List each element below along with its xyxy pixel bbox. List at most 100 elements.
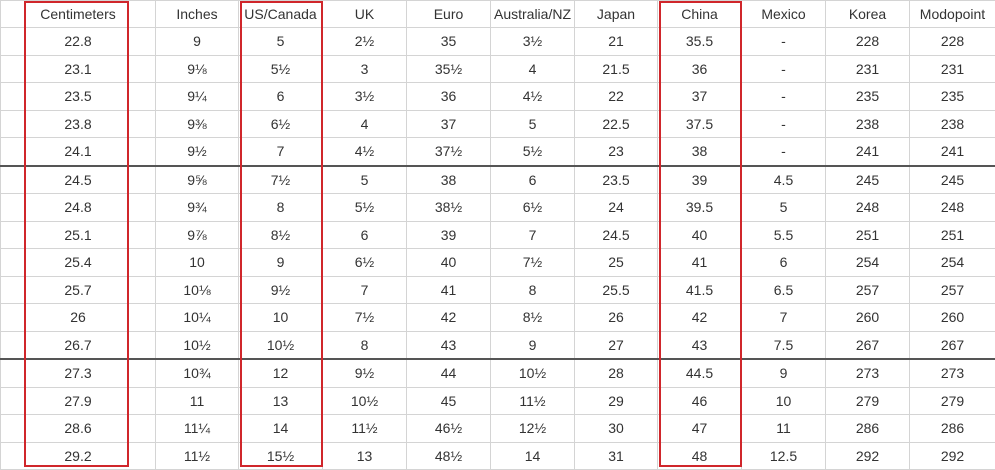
table-cell: 37: [407, 110, 491, 138]
table-cell: 8: [491, 276, 575, 304]
table-cell: 31: [575, 442, 658, 470]
table-cell: 228: [826, 28, 910, 56]
table-cell: 267: [826, 331, 910, 359]
table-cell: 9: [156, 28, 239, 56]
table-cell: 9: [742, 359, 826, 387]
table-cell: -: [742, 28, 826, 56]
table-cell: 8: [239, 194, 323, 222]
table-cell: 12.5: [742, 442, 826, 470]
table-cell: 9½: [323, 359, 407, 387]
table-cell: 47: [658, 415, 742, 443]
header-cell: Modopoint: [910, 1, 995, 28]
table-cell: 228: [910, 28, 995, 56]
table-cell: 10½: [323, 387, 407, 415]
table-cell: 6.5: [742, 276, 826, 304]
table-cell: 2½: [323, 28, 407, 56]
table-cell: 46½: [407, 415, 491, 443]
table-cell: 235: [826, 83, 910, 111]
table-cell: 41: [658, 249, 742, 277]
table-cell: 39.5: [658, 194, 742, 222]
table-cell: 235: [910, 83, 995, 111]
table-cell: 254: [826, 249, 910, 277]
table-cell: 10½: [491, 359, 575, 387]
table-cell: 24.1: [1, 138, 156, 166]
table-cell: 9: [239, 249, 323, 277]
table-cell: 22: [575, 83, 658, 111]
table-cell: 6½: [491, 194, 575, 222]
table-cell: 30: [575, 415, 658, 443]
table-cell: 273: [826, 359, 910, 387]
table-cell: 8½: [239, 221, 323, 249]
table-cell: 4: [491, 55, 575, 83]
header-cell: UK: [323, 1, 407, 28]
header-cell: Australia/NZ: [491, 1, 575, 28]
table-cell: 41.5: [658, 276, 742, 304]
table-cell: -: [742, 55, 826, 83]
table-cell: 5½: [491, 138, 575, 166]
table-cell: 279: [826, 387, 910, 415]
header-cell: Euro: [407, 1, 491, 28]
table-cell: 24.5: [575, 221, 658, 249]
table-cell: 35½: [407, 55, 491, 83]
table-cell: 5: [491, 110, 575, 138]
header-cell: China: [658, 1, 742, 28]
table-cell: 4: [323, 110, 407, 138]
table-cell: 241: [910, 138, 995, 166]
table-cell: 25.5: [575, 276, 658, 304]
table-cell: 13: [239, 387, 323, 415]
table-cell: 22.8: [1, 28, 156, 56]
table-cell: 292: [910, 442, 995, 470]
table-cell: 23.1: [1, 55, 156, 83]
table-cell: 7: [742, 304, 826, 332]
table-cell: 37: [658, 83, 742, 111]
table-cell: 11½: [323, 415, 407, 443]
table-cell: 9⅝: [156, 166, 239, 194]
table-cell: 41: [407, 276, 491, 304]
table-cell: 40: [658, 221, 742, 249]
table-cell: 251: [910, 221, 995, 249]
table-cell: 46: [658, 387, 742, 415]
table-cell: 267: [910, 331, 995, 359]
table-cell: 10: [239, 304, 323, 332]
table-cell: 286: [910, 415, 995, 443]
table-cell: 292: [826, 442, 910, 470]
table-cell: 48: [658, 442, 742, 470]
table-cell: 231: [826, 55, 910, 83]
table-cell: 6½: [239, 110, 323, 138]
table-cell: 9⅛: [156, 55, 239, 83]
table-cell: 8: [323, 331, 407, 359]
table-cell: 7: [491, 221, 575, 249]
table-cell: 35.5: [658, 28, 742, 56]
table-cell: 6: [491, 166, 575, 194]
table-cell: 29: [575, 387, 658, 415]
table-cell: 10: [742, 387, 826, 415]
table-cell: 29.2: [1, 442, 156, 470]
table-cell: 22.5: [575, 110, 658, 138]
table-cell: 28.6: [1, 415, 156, 443]
table-cell: 6: [323, 221, 407, 249]
table-cell: 248: [910, 194, 995, 222]
table-cell: 257: [826, 276, 910, 304]
table-cell: 36: [658, 55, 742, 83]
table-cell: 48½: [407, 442, 491, 470]
table-cell: -: [742, 138, 826, 166]
table-cell: 245: [910, 166, 995, 194]
table-cell: 5½: [323, 194, 407, 222]
header-cell: Inches: [156, 1, 239, 28]
table-cell: 24.8: [1, 194, 156, 222]
table-cell: 231: [910, 55, 995, 83]
table-cell: 6: [239, 83, 323, 111]
table-cell: 44.5: [658, 359, 742, 387]
table-cell: 21.5: [575, 55, 658, 83]
table-cell: 254: [910, 249, 995, 277]
